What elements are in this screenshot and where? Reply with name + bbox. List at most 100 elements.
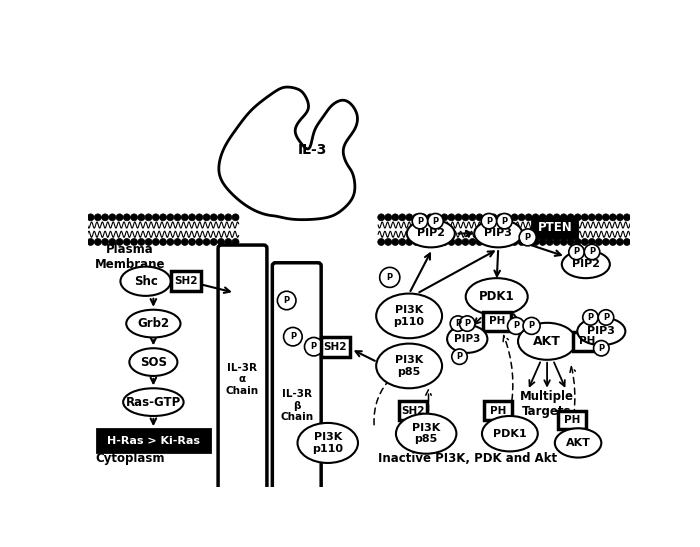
Text: P: P xyxy=(501,217,508,226)
Ellipse shape xyxy=(376,344,442,388)
Circle shape xyxy=(196,238,203,246)
Circle shape xyxy=(476,238,483,246)
Circle shape xyxy=(109,238,116,246)
Circle shape xyxy=(519,229,536,246)
Circle shape xyxy=(490,238,497,246)
FancyBboxPatch shape xyxy=(172,271,201,291)
Circle shape xyxy=(452,349,468,364)
Circle shape xyxy=(392,238,399,246)
Circle shape xyxy=(123,238,130,246)
Circle shape xyxy=(87,214,94,221)
Text: PI3K
p110: PI3K p110 xyxy=(312,432,343,454)
Circle shape xyxy=(459,316,475,331)
Ellipse shape xyxy=(396,414,456,453)
Circle shape xyxy=(560,214,567,221)
Text: PIP2: PIP2 xyxy=(572,259,600,269)
Text: P: P xyxy=(513,322,519,330)
Circle shape xyxy=(525,214,532,221)
Circle shape xyxy=(553,214,560,221)
Text: PH: PH xyxy=(564,415,580,425)
Circle shape xyxy=(617,214,624,221)
Text: SH2: SH2 xyxy=(323,342,347,352)
Circle shape xyxy=(490,214,497,221)
FancyBboxPatch shape xyxy=(533,217,578,238)
Circle shape xyxy=(413,238,420,246)
Ellipse shape xyxy=(482,416,538,451)
Circle shape xyxy=(434,214,441,221)
Circle shape xyxy=(412,213,428,229)
Circle shape xyxy=(378,238,385,246)
Text: PIP3: PIP3 xyxy=(454,334,480,344)
Text: P: P xyxy=(417,217,423,226)
Circle shape xyxy=(574,214,581,221)
Ellipse shape xyxy=(130,348,177,376)
Circle shape xyxy=(448,214,455,221)
Circle shape xyxy=(94,238,101,246)
Text: P: P xyxy=(603,313,609,322)
Text: IL-3R
α
Chain: IL-3R α Chain xyxy=(226,363,259,396)
Circle shape xyxy=(569,245,584,260)
Circle shape xyxy=(434,238,441,246)
Text: PH: PH xyxy=(490,405,506,416)
Circle shape xyxy=(284,328,302,346)
Circle shape xyxy=(476,214,483,221)
Circle shape xyxy=(94,214,101,221)
Circle shape xyxy=(610,238,616,246)
Text: SOS: SOS xyxy=(140,356,167,369)
Circle shape xyxy=(378,214,385,221)
Circle shape xyxy=(598,310,614,325)
Circle shape xyxy=(420,214,427,221)
Text: SH2: SH2 xyxy=(174,276,197,286)
Circle shape xyxy=(392,214,399,221)
Text: PI3K
p85: PI3K p85 xyxy=(395,355,424,377)
Circle shape xyxy=(102,238,108,246)
Circle shape xyxy=(225,214,232,221)
Ellipse shape xyxy=(578,317,625,345)
Text: P: P xyxy=(464,319,470,328)
Ellipse shape xyxy=(126,310,181,337)
Circle shape xyxy=(588,238,595,246)
Circle shape xyxy=(610,214,616,221)
Circle shape xyxy=(497,213,512,229)
Text: Multiple
Targets: Multiple Targets xyxy=(520,391,574,418)
Circle shape xyxy=(160,238,167,246)
Text: PH: PH xyxy=(579,336,596,346)
Circle shape xyxy=(232,238,239,246)
Circle shape xyxy=(504,238,511,246)
Text: P: P xyxy=(386,273,393,282)
Text: P: P xyxy=(524,233,531,242)
Text: Shc: Shc xyxy=(134,275,158,288)
Circle shape xyxy=(174,238,181,246)
Circle shape xyxy=(399,238,406,246)
FancyBboxPatch shape xyxy=(272,263,321,523)
Text: PI3K
p110: PI3K p110 xyxy=(393,305,425,327)
Text: P: P xyxy=(486,217,492,226)
Ellipse shape xyxy=(555,428,601,458)
Circle shape xyxy=(595,214,602,221)
Circle shape xyxy=(504,214,511,221)
Circle shape xyxy=(131,214,138,221)
Circle shape xyxy=(181,214,188,221)
Circle shape xyxy=(196,214,203,221)
FancyBboxPatch shape xyxy=(399,401,427,420)
Circle shape xyxy=(539,214,546,221)
Text: P: P xyxy=(455,319,461,328)
Circle shape xyxy=(523,317,540,334)
FancyBboxPatch shape xyxy=(321,337,350,357)
Ellipse shape xyxy=(376,294,442,338)
Circle shape xyxy=(232,214,239,221)
Circle shape xyxy=(102,214,108,221)
Text: P: P xyxy=(456,352,463,361)
Circle shape xyxy=(145,214,152,221)
Text: Grb2: Grb2 xyxy=(137,317,169,330)
Circle shape xyxy=(469,214,476,221)
Text: SH2: SH2 xyxy=(401,405,425,416)
Text: PI3K
p85: PI3K p85 xyxy=(412,423,440,445)
Circle shape xyxy=(138,238,145,246)
Circle shape xyxy=(455,214,462,221)
Circle shape xyxy=(539,238,546,246)
Circle shape xyxy=(588,214,595,221)
Circle shape xyxy=(483,238,490,246)
Circle shape xyxy=(511,238,518,246)
Circle shape xyxy=(385,238,392,246)
